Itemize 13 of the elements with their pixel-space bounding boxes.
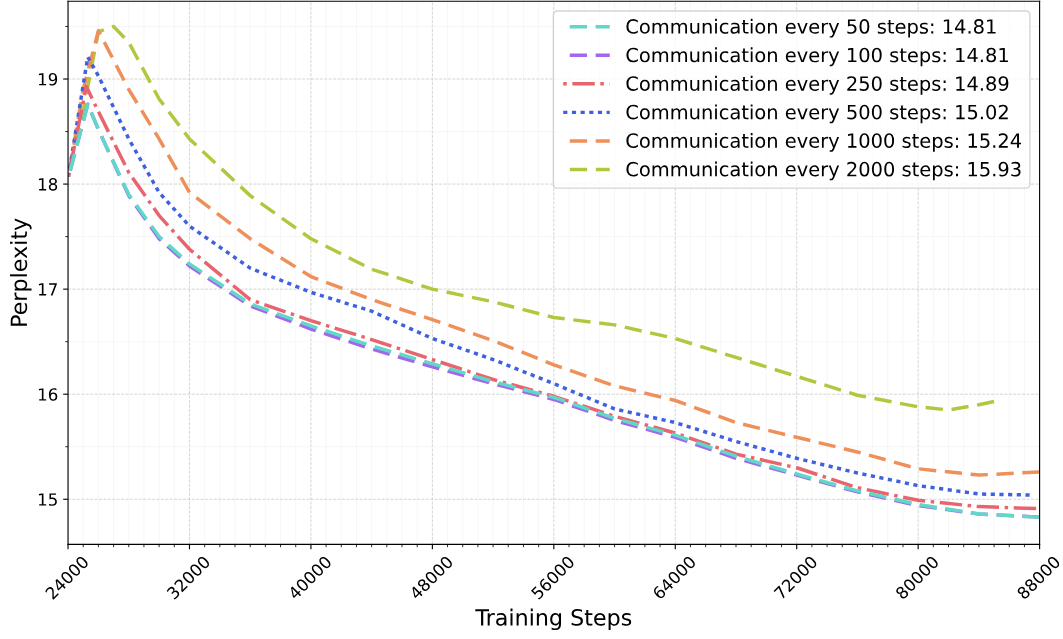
legend-label: Communication every 100 steps: 14.81 [626,47,1008,67]
y-tick-label: 19 [38,72,58,86]
y-tick-label: 16 [38,388,58,401]
legend-label: Communication every 50 steps: 14.81 [626,18,996,38]
legend-label: Communication every 2000 steps: 15.93 [626,161,1021,181]
y-axis-title: Perplexity [10,218,32,326]
y-tick-label: 15 [38,493,57,506]
x-axis-title: Training Steps [475,608,632,631]
legend-label: Communication every 1000 steps: 15.24 [626,132,1022,152]
legend-label: Communication every 500 steps: 15.02 [626,104,1008,124]
y-tick-label: 17 [38,283,57,296]
y-tick-label: 18 [38,178,58,191]
legend-label: Communication every 250 steps: 14.89 [626,75,1009,95]
